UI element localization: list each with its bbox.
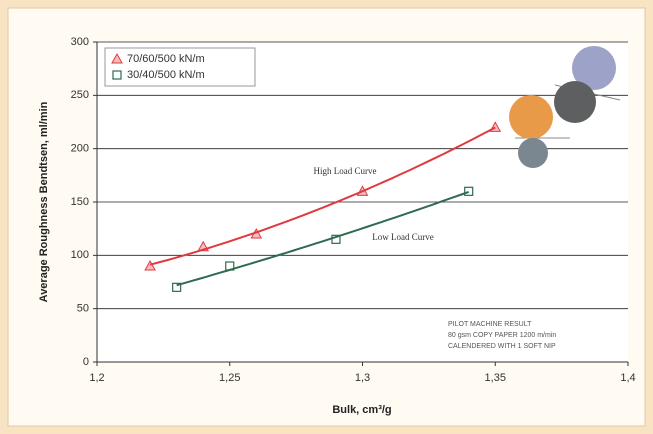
x-tick-label: 1,35	[485, 372, 506, 384]
annotation: High Load Curve	[314, 166, 377, 176]
y-tick-label: 250	[71, 89, 89, 101]
x-axis-title: Bulk, cm³/g	[332, 404, 391, 416]
annotation: Low Load Curve	[372, 232, 433, 242]
note: PILOT MACHINE RESULT	[448, 321, 532, 328]
x-tick-label: 1,2	[89, 372, 104, 384]
y-tick-label: 50	[77, 303, 89, 315]
x-tick-label: 1,3	[355, 372, 370, 384]
y-tick-label: 100	[71, 249, 89, 261]
y-tick-label: 150	[71, 196, 89, 208]
chart: Bulk, cm³/g Average Roughness Bendtsen, …	[0, 0, 653, 434]
note: CALENDERED WITH 1 SOFT NIP	[448, 343, 556, 350]
note: 80 gsm COPY PAPER 1200 m/min	[448, 332, 556, 339]
legend-label: 30/40/500 kN/m	[127, 69, 205, 81]
legend-label: 70/60/500 kN/m	[127, 53, 205, 65]
y-tick-label: 0	[83, 356, 89, 368]
x-tick-label: 1,25	[219, 372, 240, 384]
y-tick-label: 300	[71, 36, 89, 48]
y-axis-title: Average Roughness Bendtsen, ml/min	[38, 101, 50, 302]
x-tick-label: 1,4	[620, 372, 635, 384]
y-tick-label: 200	[71, 143, 89, 155]
